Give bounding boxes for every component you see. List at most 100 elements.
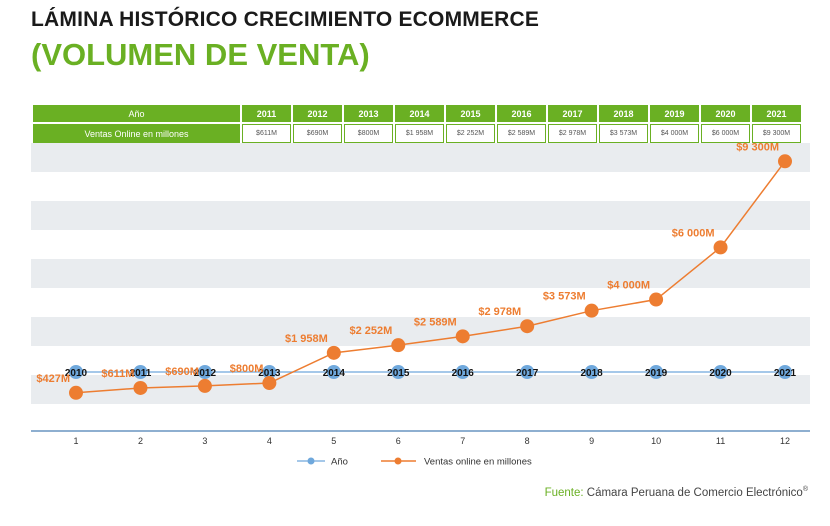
table-cell-sales: $2 978M	[548, 124, 597, 143]
data-table: Año 2011 2012 2013 2014 2015 2016 2017 2…	[31, 105, 803, 143]
year-point	[455, 365, 470, 379]
table-cell-year: 2018	[599, 105, 648, 124]
background-band	[31, 375, 810, 404]
sales-point	[455, 329, 470, 344]
sales-point	[69, 385, 83, 400]
x-tick-label: 8	[525, 436, 530, 446]
sales-data-label: $1 958M	[285, 333, 328, 345]
table-cell-sales: $4 000M	[650, 124, 699, 143]
x-tick-label: 12	[780, 436, 790, 446]
x-tick-label: 2	[138, 436, 143, 446]
table-row-sales: Ventas Online en millones $611M $690M $8…	[33, 124, 801, 143]
table-cell-year: 2019	[650, 105, 699, 124]
table-cell-year: 2021	[752, 105, 801, 124]
legend-year-marker	[307, 457, 315, 465]
x-tick-label: 5	[331, 436, 336, 446]
year-data-label: 2017	[516, 368, 539, 379]
sales-point	[584, 303, 599, 318]
sales-point	[391, 338, 406, 353]
sales-data-label: $3 573M	[543, 291, 586, 303]
chart-subtitle: (VOLUMEN DE VENTA)	[31, 37, 370, 72]
x-tick-label: 10	[651, 436, 661, 446]
x-tick-label: 1	[73, 436, 78, 446]
background-band	[31, 143, 810, 172]
sales-point	[778, 154, 792, 169]
x-tick-label: 11	[716, 436, 725, 446]
year-point	[133, 365, 148, 379]
sales-data-label: $611M	[101, 368, 134, 380]
table-row-year: Año 2011 2012 2013 2014 2015 2016 2017 2…	[33, 105, 801, 124]
source-text: Cámara Peruana de Comercio Electrónico	[586, 486, 803, 499]
year-point	[197, 365, 212, 379]
sales-point	[520, 319, 535, 334]
table-row-label-year: Año	[33, 105, 240, 124]
year-data-label: 2013	[258, 368, 281, 379]
table-cell-sales: $9 300M	[752, 124, 801, 143]
legend-year-label: Año	[331, 457, 348, 468]
table-cell-sales: $611M	[242, 124, 291, 143]
year-point	[713, 365, 728, 379]
x-tick-label: 6	[396, 436, 401, 446]
sales-data-label: $4 000M	[607, 280, 650, 292]
sales-data-label: $9 300M	[736, 141, 779, 153]
year-point	[326, 365, 341, 379]
legend-sales-label: Ventas online en millones	[424, 457, 532, 468]
source-note: Fuente: Cámara Peruana de Comercio Elect…	[545, 486, 808, 499]
year-point	[520, 365, 535, 379]
sales-data-label: $690M	[165, 366, 199, 378]
table-cell-sales: $2 589M	[497, 124, 546, 143]
sales-point	[133, 380, 148, 395]
year-data-label: 2018	[581, 368, 604, 379]
year-point	[391, 365, 406, 379]
sales-data-label: $6 000M	[672, 227, 715, 239]
table-cell-year: 2011	[242, 105, 291, 124]
table-cell-year: 2017	[548, 105, 597, 124]
year-data-label: 2016	[452, 368, 475, 379]
sales-data-label: $800M	[230, 363, 264, 375]
table-cell-sales: $3 573M	[599, 124, 648, 143]
year-point	[584, 365, 599, 379]
year-data-label: 2019	[645, 368, 668, 379]
table-cell-sales: $800M	[344, 124, 393, 143]
sales-data-label: $427M	[36, 373, 70, 385]
year-data-label: 2014	[323, 368, 346, 379]
x-tick-label: 3	[202, 436, 207, 446]
background-band	[31, 201, 810, 230]
year-point	[69, 365, 83, 379]
table-cell-year: 2012	[293, 105, 342, 124]
registered-mark: ®	[802, 486, 808, 493]
table-row-label-sales: Ventas Online en millones	[33, 124, 240, 143]
table-cell-year: 2015	[446, 105, 495, 124]
sales-point	[649, 292, 664, 307]
table-cell-sales: $690M	[293, 124, 342, 143]
x-tick-label: 9	[589, 436, 594, 446]
x-tick-label: 4	[267, 436, 272, 446]
year-data-label: 2010	[65, 368, 88, 379]
sales-data-label: $2 589M	[414, 316, 457, 328]
table-cell-year: 2016	[497, 105, 546, 124]
year-data-label: 2011	[130, 368, 152, 379]
x-tick-label: 7	[460, 436, 465, 446]
year-data-label: 2015	[387, 368, 410, 379]
table-cell-year: 2020	[701, 105, 750, 124]
sales-data-label: $2 252M	[349, 325, 392, 337]
table-cell-sales: $1 958M	[395, 124, 444, 143]
sales-point	[326, 345, 341, 360]
chart-title: LÁMINA HISTÓRICO CRECIMIENTO ECOMMERCE	[31, 8, 540, 31]
year-point	[262, 365, 277, 379]
legend-sales-marker	[394, 457, 402, 465]
year-data-label: 2012	[194, 368, 217, 379]
table-cell-year: 2014	[395, 105, 444, 124]
sales-point	[197, 378, 212, 393]
table-cell-sales: $6 000M	[701, 124, 750, 143]
sales-series-line	[75, 160, 786, 394]
sales-point	[713, 240, 728, 255]
year-point	[778, 365, 792, 379]
sales-point	[262, 376, 277, 391]
year-point	[649, 365, 664, 379]
year-data-label: 2021	[774, 368, 797, 379]
year-data-label: 2020	[709, 368, 732, 379]
table-cell-sales: $2 252M	[446, 124, 495, 143]
source-label: Fuente:	[544, 486, 584, 499]
